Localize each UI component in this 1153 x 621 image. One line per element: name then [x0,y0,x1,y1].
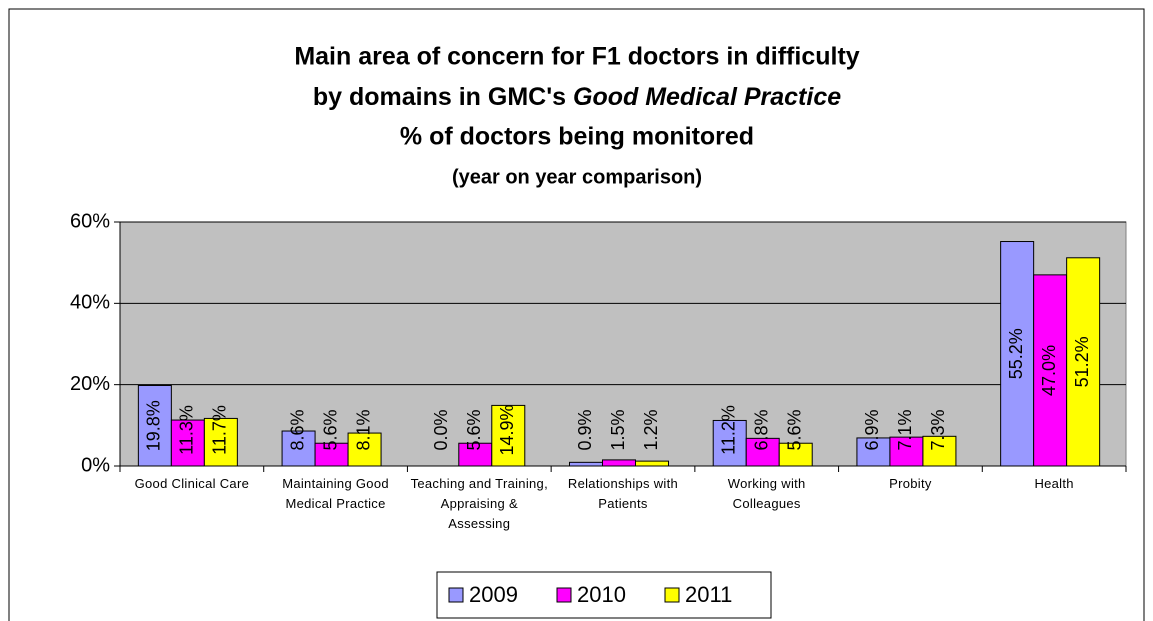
legend-swatch [448,587,464,603]
x-tick-label: Maintaining Good Medical Practice [282,476,389,511]
bar [491,404,526,467]
data-label: 47.0% [1039,345,1059,396]
legend-box [436,571,772,619]
x-tick-label: Working with Colleagues [727,476,806,511]
legend-label: 2010 [577,582,626,607]
chart-title: by domains in GMC's Good Medical Practic… [313,83,841,111]
data-label: 7.1% [895,409,915,450]
bar [712,419,747,467]
chart-title: Good Medical Practice [573,83,841,111]
data-label: 0.9% [575,409,595,450]
data-label: 51.2% [1072,336,1092,387]
legend-label: 2011 [685,582,732,607]
y-tick-label: 60% [70,210,110,232]
bar [203,417,238,467]
bar [635,460,669,467]
data-label: 8.6% [287,409,307,450]
legend-label: 2009 [469,582,518,607]
x-tick-label: Teaching and Training, Appraising & Asse… [410,476,548,531]
bar [602,459,636,467]
x-tick-label-box: Relationships with Patients [567,476,679,511]
legend-swatch [664,587,680,603]
data-label: 11.3% [177,405,197,455]
data-label: 11.7% [210,405,230,455]
data-label: 5.6% [784,409,804,450]
x-tick-label: Probity [889,476,932,491]
chart-title: by domains in GMC's [313,83,566,111]
legend-swatch [556,587,572,603]
bar [745,437,780,467]
data-label: 8.1% [353,409,373,450]
x-tick-label-box: Good Clinical Care [134,476,250,491]
data-label: 14.9% [497,404,517,455]
data-label: 0.0% [431,409,451,450]
x-tick-label-box: Probity [889,476,932,491]
x-tick-label-box: Maintaining Good Medical Practice [282,476,389,511]
bar [856,437,891,467]
chart-title: Main area of concern for F1 doctors in d… [294,43,859,71]
x-tick-label-box: Working with Colleagues [727,476,806,511]
bar [137,384,172,467]
bar [569,461,603,467]
plot-area [119,221,1127,467]
data-label: 5.6% [320,409,340,450]
x-tick-label: Relationships with Patients [567,476,679,511]
y-tick-label: 20% [70,373,110,395]
chart-subtitle: (year on year comparison) [452,166,702,188]
bar [922,435,957,467]
bar [1000,241,1035,467]
bar [170,419,205,467]
data-label: 11.2% [718,405,738,455]
x-tick-label-box: Health [1034,476,1074,491]
data-label: 7.3% [928,409,948,450]
chart-title: % of doctors being monitored [400,123,754,151]
data-label: 6.9% [862,409,882,450]
data-label: 5.6% [464,409,484,450]
bar [347,432,382,467]
bar [1033,274,1068,467]
data-label: 1.5% [608,409,628,450]
x-tick-label: Good Clinical Care [134,476,250,491]
data-label: 19.8% [144,400,164,451]
bar [778,442,813,467]
y-tick-label: 40% [70,292,110,314]
data-label: 6.8% [751,409,771,450]
y-tick-label: 0% [81,454,110,476]
data-label: 55.2% [1006,328,1026,379]
bar [1066,257,1101,467]
x-tick-label-box: Teaching and Training, Appraising & Asse… [410,476,548,531]
data-label: 1.2% [641,409,661,450]
x-tick-label: Health [1034,476,1074,491]
